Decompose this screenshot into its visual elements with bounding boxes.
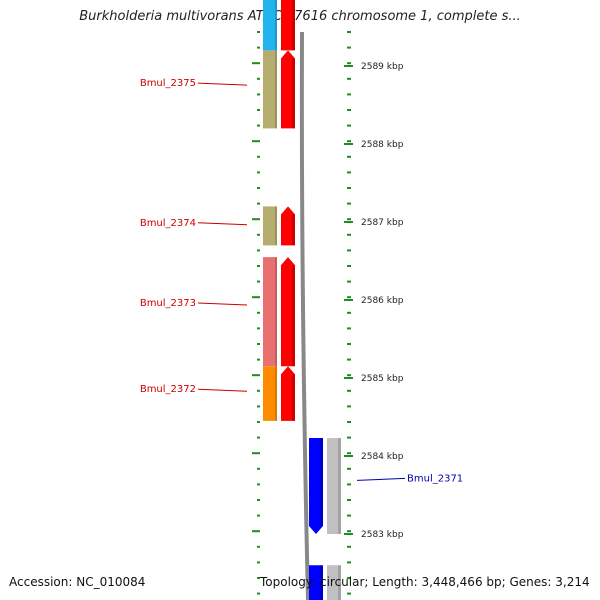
cog-shadow: [275, 366, 277, 421]
gene-label: Bmul_2371: [407, 473, 463, 484]
cog-shadow: [338, 438, 341, 534]
cog-shadow: [275, 0, 277, 51]
forward-gene-arrow: [281, 206, 295, 246]
label-leader: [197, 222, 248, 226]
gene-shadow: [292, 265, 295, 367]
ruler-label: 2586 kbp: [361, 296, 404, 306]
cog-shadow: [275, 257, 277, 367]
forward-gene-arrow: [281, 366, 295, 421]
cog-block: [327, 565, 341, 600]
cog-block: [263, 50, 277, 129]
ruler-label: 2589 kbp: [361, 62, 404, 72]
gene-shadow: [292, 214, 295, 246]
position-ruler: 2589 kbp 2588 kbp 2587 kbp 2586 kbp 2585 kbp…: [344, 62, 404, 540]
reverse-gene-arrow: [309, 565, 323, 600]
gene-label: Bmul_2373: [140, 298, 196, 309]
cog-block: [263, 257, 277, 367]
cog-block: [263, 0, 277, 51]
label-leader: [356, 477, 406, 481]
cog-block: [263, 366, 277, 421]
gene-label: Bmul_2375: [140, 78, 196, 89]
ruler-label: 2583 kbp: [361, 530, 404, 540]
gene-labels: Bmul_2375 Bmul_2374 Bmul_2373 Bmul_2372 Bmul…: [140, 78, 463, 484]
forward-gene-arrow: [281, 50, 295, 129]
right-tick-column: [347, 31, 351, 595]
gene-shadow: [292, 58, 295, 129]
ruler-label: 2585 kbp: [361, 374, 404, 384]
cog-shadow: [338, 565, 341, 600]
cog-block: [263, 206, 277, 246]
chromosome-backbone: [299, 31, 310, 600]
label-leader: [197, 82, 248, 86]
ruler-label: 2587 kbp: [361, 218, 404, 228]
map-title: Burkholderia multivorans ATCC 17616 chro…: [79, 9, 521, 24]
accession-text: Accession: NC_010084: [9, 575, 146, 589]
gene-label: Bmul_2374: [140, 218, 196, 229]
genome-summary-text: Topology: circular; Length: 3,448,466 bp…: [260, 575, 590, 589]
gene-shadow: [320, 438, 323, 526]
forward-gene-arrow: [281, 0, 295, 51]
cog-shadow: [275, 50, 277, 129]
label-leader: [197, 302, 248, 306]
gene-shadow: [292, 0, 295, 51]
ruler-label: 2588 kbp: [361, 140, 404, 150]
gene-shadow: [320, 565, 323, 600]
ruler-label: 2584 kbp: [361, 452, 404, 462]
cog-shadow: [275, 206, 277, 246]
cog-block: [327, 438, 341, 534]
gene-shadow: [292, 374, 295, 421]
gene-label: Bmul_2372: [140, 384, 196, 395]
gene-features: [263, 0, 341, 600]
left-tick-column: [252, 31, 260, 595]
reverse-gene-arrow: [309, 438, 323, 534]
label-leader: [197, 388, 248, 392]
forward-gene-arrow: [281, 257, 295, 367]
